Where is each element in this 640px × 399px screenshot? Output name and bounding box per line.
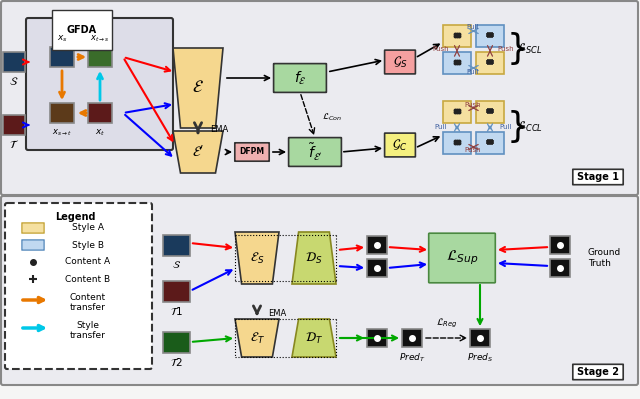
Text: Ground
Truth: Ground Truth [588, 248, 621, 268]
FancyBboxPatch shape [50, 47, 74, 67]
Text: Style B: Style B [72, 241, 104, 249]
Text: EMA: EMA [268, 310, 286, 318]
FancyBboxPatch shape [470, 329, 490, 347]
Text: $\mathcal{D}_S$: $\mathcal{D}_S$ [305, 251, 323, 266]
Text: $\mathcal{G}_C$: $\mathcal{G}_C$ [392, 137, 408, 152]
Text: $Pred_S$: $Pred_S$ [467, 352, 493, 365]
Text: DFPM: DFPM [239, 148, 264, 156]
Text: Content: Content [70, 294, 106, 302]
FancyBboxPatch shape [235, 143, 269, 161]
Polygon shape [173, 131, 223, 173]
Text: $x_t$: $x_t$ [95, 127, 105, 138]
Text: Style A: Style A [72, 223, 104, 233]
Text: Push: Push [498, 46, 515, 52]
Text: Content A: Content A [65, 257, 111, 267]
FancyBboxPatch shape [385, 50, 415, 74]
Text: Pull: Pull [500, 124, 512, 130]
Text: }: } [507, 110, 529, 144]
Text: Push: Push [465, 147, 481, 153]
Polygon shape [292, 319, 336, 357]
FancyBboxPatch shape [367, 236, 387, 254]
Text: Push: Push [433, 46, 449, 52]
Text: $x_s$: $x_s$ [56, 34, 67, 44]
Polygon shape [235, 319, 279, 357]
Text: Push: Push [465, 102, 481, 108]
Text: Pull: Pull [467, 24, 479, 30]
FancyBboxPatch shape [1, 1, 638, 195]
FancyBboxPatch shape [385, 133, 415, 157]
Text: GFDA: GFDA [67, 25, 97, 35]
FancyBboxPatch shape [443, 101, 471, 123]
Text: $f_{\mathcal{E}}$: $f_{\mathcal{E}}$ [294, 69, 307, 87]
Text: Style: Style [77, 322, 99, 330]
FancyBboxPatch shape [573, 364, 623, 380]
Text: $\mathcal{E}_S$: $\mathcal{E}_S$ [250, 251, 264, 266]
FancyBboxPatch shape [550, 236, 570, 254]
Text: transfer: transfer [70, 330, 106, 340]
Polygon shape [173, 48, 223, 128]
FancyBboxPatch shape [88, 47, 112, 67]
FancyBboxPatch shape [3, 52, 25, 72]
FancyBboxPatch shape [476, 101, 504, 123]
FancyBboxPatch shape [163, 332, 189, 352]
FancyBboxPatch shape [476, 25, 504, 47]
FancyBboxPatch shape [550, 259, 570, 277]
Text: $Pred_T$: $Pred_T$ [399, 352, 426, 365]
Text: Stage 1: Stage 1 [577, 172, 619, 182]
Text: $\mathcal{L}_{Con}$: $\mathcal{L}_{Con}$ [322, 111, 342, 123]
Text: $\mathcal{E}$: $\mathcal{E}$ [192, 79, 204, 97]
FancyBboxPatch shape [289, 138, 341, 166]
FancyBboxPatch shape [26, 18, 173, 150]
Text: Pull: Pull [435, 124, 447, 130]
Text: $\mathcal{E}'$: $\mathcal{E}'$ [192, 144, 204, 160]
FancyBboxPatch shape [443, 52, 471, 74]
Text: Content B: Content B [65, 275, 111, 284]
Text: $\mathcal{D}_T$: $\mathcal{D}_T$ [305, 330, 323, 346]
Text: $\mathcal{T}2$: $\mathcal{T}2$ [170, 356, 182, 368]
FancyBboxPatch shape [476, 52, 504, 74]
Text: $\mathcal{G}_S$: $\mathcal{G}_S$ [393, 54, 407, 69]
FancyBboxPatch shape [367, 259, 387, 277]
Text: EMA: EMA [210, 126, 228, 134]
Text: $\tilde{f}_{\mathcal{E}^\prime}$: $\tilde{f}_{\mathcal{E}^\prime}$ [308, 142, 322, 162]
Text: $\mathcal{T}$: $\mathcal{T}$ [9, 138, 19, 150]
FancyBboxPatch shape [367, 329, 387, 347]
Text: $\mathcal{L}_{CCL}$: $\mathcal{L}_{CCL}$ [517, 120, 543, 134]
Text: $\mathcal{L}_{Sup}$: $\mathcal{L}_{Sup}$ [445, 249, 478, 267]
Text: $\mathcal{E}_T$: $\mathcal{E}_T$ [250, 330, 264, 346]
FancyBboxPatch shape [402, 329, 422, 347]
FancyBboxPatch shape [88, 103, 112, 123]
FancyBboxPatch shape [429, 233, 495, 283]
Text: $x_{t\rightarrow s}$: $x_{t\rightarrow s}$ [90, 34, 110, 44]
Text: transfer: transfer [70, 302, 106, 312]
FancyBboxPatch shape [22, 223, 44, 233]
Text: $x_{s\rightarrow t}$: $x_{s\rightarrow t}$ [52, 127, 72, 138]
FancyBboxPatch shape [274, 63, 326, 93]
Text: }: } [507, 32, 529, 66]
FancyBboxPatch shape [50, 103, 74, 123]
Text: Pull: Pull [467, 69, 479, 75]
Text: $\mathcal{S}$: $\mathcal{S}$ [172, 259, 180, 270]
FancyBboxPatch shape [3, 115, 25, 135]
Text: $\mathcal{L}_{Reg}$: $\mathcal{L}_{Reg}$ [436, 316, 458, 330]
FancyBboxPatch shape [573, 169, 623, 185]
Polygon shape [292, 232, 336, 284]
Text: Legend: Legend [55, 212, 95, 222]
FancyBboxPatch shape [443, 132, 471, 154]
FancyBboxPatch shape [163, 280, 189, 302]
Polygon shape [235, 232, 279, 284]
Text: $\mathcal{T}1$: $\mathcal{T}1$ [170, 305, 182, 317]
FancyBboxPatch shape [476, 132, 504, 154]
FancyBboxPatch shape [163, 235, 189, 255]
FancyBboxPatch shape [1, 196, 638, 385]
Text: Stage 2: Stage 2 [577, 367, 619, 377]
FancyBboxPatch shape [5, 203, 152, 369]
FancyBboxPatch shape [22, 240, 44, 250]
FancyBboxPatch shape [443, 25, 471, 47]
Text: $\mathcal{L}_{SCL}$: $\mathcal{L}_{SCL}$ [517, 42, 543, 56]
Text: $\mathcal{S}$: $\mathcal{S}$ [10, 75, 19, 87]
